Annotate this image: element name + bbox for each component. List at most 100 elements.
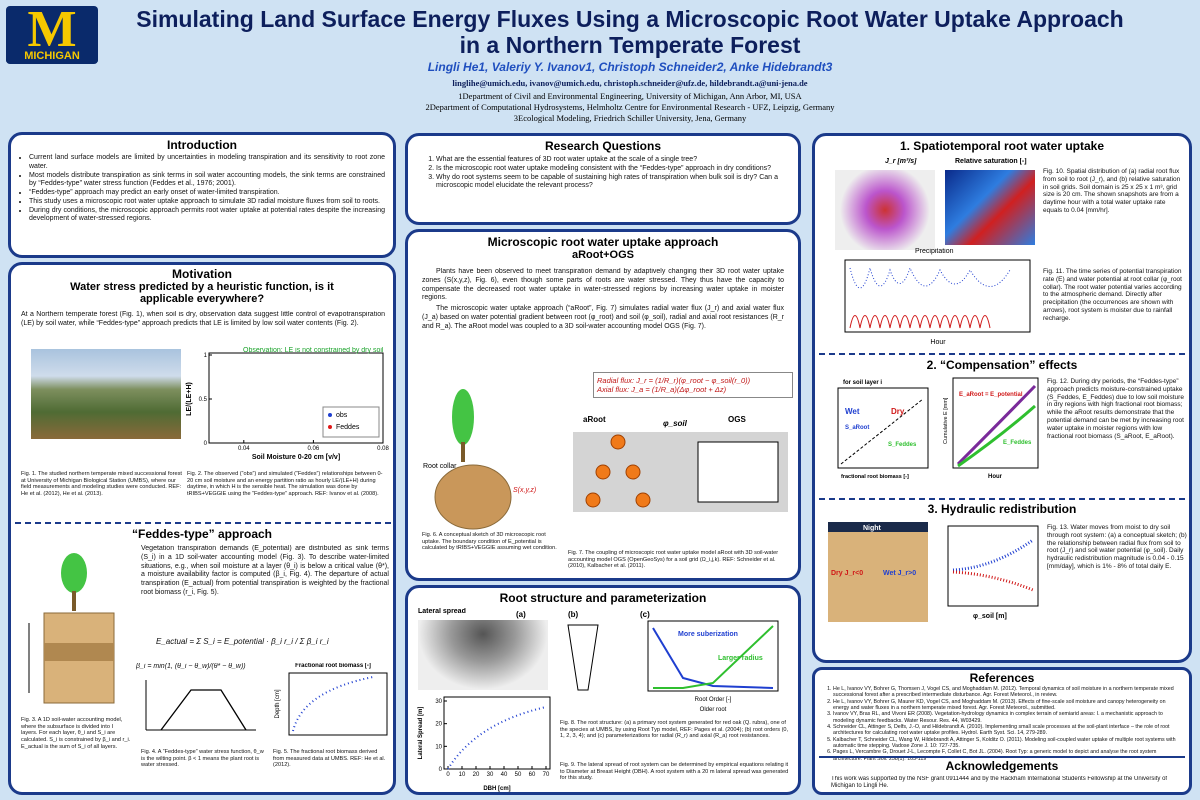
section-title: Acknowledgements [945, 759, 1059, 773]
reference-line [840, 398, 924, 465]
figure-caption: Fig. 12. During dry periods, the “Feddes… [1047, 378, 1184, 440]
affiliation: 2Department of Computational Hydrosystem… [425, 102, 835, 113]
section-subtitle: Water stress predicted by a heuristic fu… [70, 281, 334, 305]
motivation-box: Motivation Water stress predicted by a h… [8, 262, 396, 795]
reference: Schneider CL, Attinger S, Delfs, J.-O, a… [833, 724, 1183, 737]
authors: Lingli He1, Valeriy Y. Ivanov1, Christop… [427, 60, 833, 74]
curve [653, 625, 774, 689]
paragraph: Plants have been observed to meet transp… [422, 268, 784, 302]
x-tick-label: 30 [487, 772, 494, 778]
y-tick-label: 20 [435, 722, 442, 728]
label: aRoot [583, 415, 606, 424]
question: What are the essential features of 3D ro… [436, 156, 778, 165]
bullet-list: Current land surface models are limited … [15, 154, 385, 224]
paragraph: The microscopic water uptake approach (“… [422, 305, 784, 330]
soil-layer [44, 643, 114, 661]
equation: Radial flux: J_r = (1/R_r)(φ_root − φ_so… [597, 376, 751, 385]
paragraph: Vegetation transpiration demands (E_pote… [141, 545, 389, 596]
label: Dry J_r<0 [831, 570, 863, 577]
question: Why do root systems seem to be capable o… [436, 174, 778, 192]
divider [819, 756, 1185, 758]
label: φ_soil [663, 419, 688, 428]
flux-3d [835, 170, 935, 250]
logo: M MICHIGAN [6, 6, 98, 64]
label: φ_soil [m] [973, 613, 1007, 620]
soil-grid [697, 441, 779, 503]
root-shape [567, 624, 599, 691]
y-tick-label: 0 [204, 441, 208, 447]
y-axis-label: Cumulative E [mm] [943, 397, 949, 444]
figure-caption: Fig. 5. The fractional root biomass deri… [273, 749, 386, 769]
label: E_Feddes [1003, 440, 1032, 446]
label: Wet J_r>0 [883, 570, 916, 577]
section-title: References [969, 671, 1035, 685]
label: Hour [988, 474, 1003, 480]
legend-swatch [328, 413, 332, 417]
panel-label: (c) [640, 610, 650, 619]
label: Older root [700, 707, 727, 713]
tree-trunk [72, 591, 76, 611]
references-box: References He L, Ivanov VY, Bohrer G, Th… [812, 667, 1192, 795]
figure-caption: Fig. 11. The time series of potential tr… [1043, 268, 1182, 322]
label: J_r [m³/s] [885, 158, 917, 165]
bullet: During dry conditions, the microscopic a… [29, 207, 385, 225]
y-tick-label: 1 [204, 353, 208, 359]
label: Lateral spread [418, 608, 466, 615]
fig6-sketch: Root collar S(x,y,z) [423, 389, 536, 530]
curve [849, 266, 1011, 289]
label: Dry [891, 407, 905, 416]
reference: He L, Ivanov VY, Bohrer G, Maurer KD, Vo… [833, 699, 1183, 712]
x-axis-label: Hour [930, 339, 946, 346]
y-axis-label: Depth [cm] [275, 689, 281, 718]
plot-frame [947, 525, 1039, 607]
x-tick-label: 0.06 [308, 446, 320, 452]
reference: Kalbacher T, Schneider CL, Wang W, Hilde… [833, 737, 1183, 750]
x-tick-label: 20 [473, 772, 480, 778]
divider [15, 522, 391, 524]
affiliation: 1Department of Civil and Environmental E… [458, 91, 802, 101]
x-tick-label: 50 [515, 772, 522, 778]
reference: Pages L, Vercambre G, Drouet J-L, Lecomp… [833, 749, 1183, 762]
microscopic-box: Microscopic root water uptake approach a… [405, 229, 801, 581]
reference-list: He L, Ivanov VY, Bohrer G, Thomsen J, Vo… [819, 686, 1183, 762]
fig2-plot: LE/(LE+H) Soil Moisture 0-20 cm [v/v] Ob… [186, 347, 389, 461]
x-axis-label: DBH [cm] [483, 786, 510, 792]
divider [819, 498, 1185, 500]
figure-caption: Fig. 7. The coupling of microscopic root… [568, 550, 779, 570]
paragraph: At a Northern temperate forest (Fig. 1),… [21, 311, 385, 327]
legend-label: obs [336, 412, 348, 419]
paragraphs: Plants have been observed to meet transp… [422, 268, 784, 333]
curve [957, 404, 1036, 468]
label: for soil layer i [843, 380, 882, 386]
label: Wet [845, 407, 860, 416]
legend-swatch [328, 425, 332, 429]
numbered-list: What are the essential features of 3D ro… [422, 156, 778, 191]
research-questions-box: Research Questions What are the essentia… [405, 133, 801, 225]
reference: He L, Ivanov VY, Bohrer G, Thomsen J, Vo… [833, 686, 1183, 699]
stress-curve [160, 689, 247, 731]
y-tick-label: 0 [439, 767, 443, 773]
axis-title: Fractional root biomass [-] [295, 663, 371, 669]
bullet: “Feddes-type” approach may predict an ea… [29, 189, 385, 198]
section-subtitle: aRoot+OGS [571, 249, 635, 261]
y-axis-label: LE/(LE+H) [186, 382, 193, 416]
fig12-plots: for soil layer i Wet Dry S_aRoot S_Feddes E_a… [837, 377, 1039, 480]
y-axis-label: Lateral Spread [m] [418, 707, 424, 760]
figure-caption: Fig. 13. Water moves from moist to dry s… [1047, 524, 1187, 570]
figure-caption: Fig. 9. The lateral spread of root syste… [560, 762, 789, 782]
affiliations: 1Department of Civil and Environmental E… [130, 91, 1130, 124]
plot-frame [288, 672, 388, 736]
x-tick-label: 0.04 [238, 446, 250, 452]
figure-caption: Fig. 3. A 1D soil-water accounting model… [21, 717, 131, 750]
label: E_aRoot = E_potential [959, 392, 1023, 398]
acknowledgement-text: This work was supported by the NSF grant… [831, 776, 1168, 790]
root-zone [434, 464, 512, 530]
equation-box: Radial flux: J_r = (1/R_r)(φ_root − φ_so… [593, 372, 793, 398]
bullet: This study uses a microscopic root water… [29, 198, 385, 207]
poster-title: Simulating Land Surface Energy Fluxes Us… [136, 6, 1124, 59]
legend-label: Feddes [336, 424, 360, 431]
figure-caption: Fig. 8. The root structure: (a) a primar… [560, 720, 789, 740]
saturation-3d [945, 170, 1035, 245]
x-tick-label: 0 [446, 772, 450, 778]
label: Larger radius [718, 655, 763, 662]
